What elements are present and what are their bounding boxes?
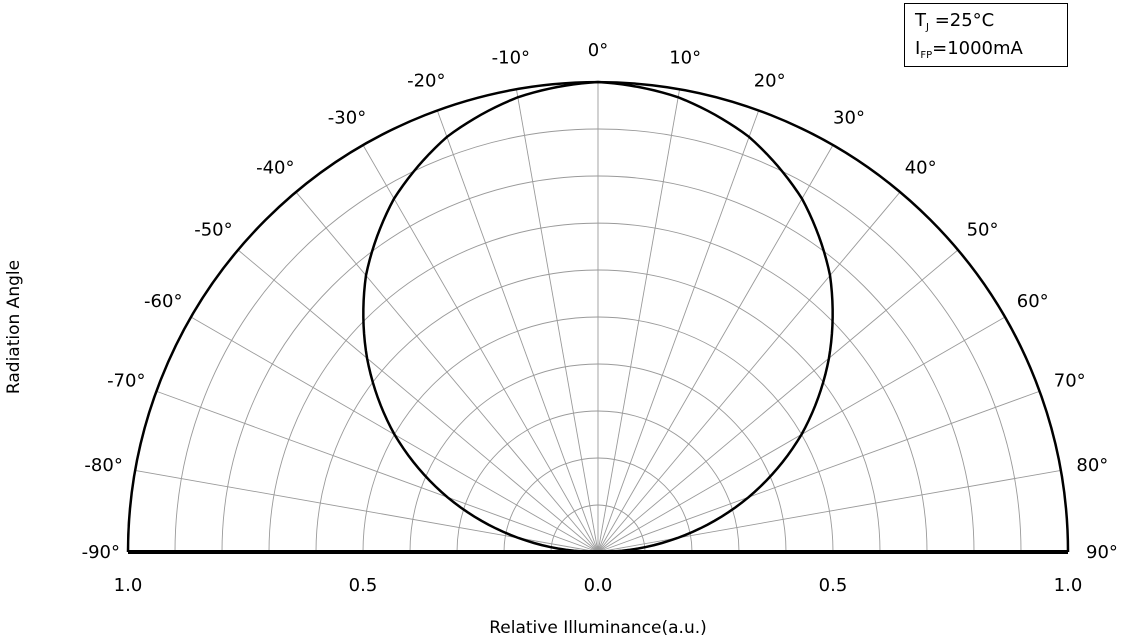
angle-tick-label: -10°	[492, 48, 530, 69]
angle-tick-label: -90°	[82, 542, 120, 563]
angle-tick-label: -40°	[256, 157, 294, 178]
angle-tick-label: -20°	[407, 70, 445, 91]
angle-tick-label: 70°	[1054, 370, 1086, 391]
forward-pulse-current-line: IFP=1000mA	[915, 38, 1023, 61]
tj-symbol: T	[915, 10, 926, 31]
angle-grid-line	[515, 89, 599, 553]
radiation-pattern-curve	[362, 80, 834, 554]
angle-grid-line	[597, 89, 681, 553]
angle-tick-label: 80°	[1076, 455, 1108, 476]
angle-tick-label: -80°	[84, 455, 122, 476]
angle-grid-line	[295, 191, 599, 553]
angle-tick-label: 0°	[588, 40, 608, 61]
angle-grid-line	[237, 249, 599, 553]
test-conditions-box: TJ =25°C IFP=1000mA	[904, 3, 1068, 67]
angle-tick-label: 10°	[669, 48, 701, 69]
radius-tick-label: 0.5	[819, 575, 848, 596]
ifp-subscript: FP	[920, 50, 933, 61]
angle-tick-label: 90°	[1086, 542, 1118, 563]
tj-value: =25°C	[934, 10, 995, 31]
angle-tick-label: 30°	[833, 107, 865, 128]
angle-grid-line	[135, 469, 599, 553]
angle-tick-label: 40°	[905, 157, 937, 178]
angle-tick-label: 50°	[967, 219, 999, 240]
angle-grid-line	[597, 249, 959, 553]
angle-tick-label: -50°	[194, 219, 232, 240]
ifp-value: =1000mA	[932, 38, 1023, 59]
angle-tick-label: -70°	[107, 370, 145, 391]
angle-tick-label: 20°	[754, 70, 786, 91]
angle-grid-line	[156, 390, 599, 553]
angle-grid-line	[597, 390, 1040, 553]
angle-grid-line	[436, 110, 599, 553]
angle-grid-line	[597, 110, 760, 553]
x-axis-label: Relative Illuminance(a.u.)	[489, 618, 707, 638]
angle-grid-line	[597, 144, 834, 553]
ifp-symbol: I	[915, 38, 921, 59]
angle-grid-line	[597, 191, 901, 553]
y-axis-label: Radiation Angle	[4, 259, 24, 395]
radius-tick-label: 0.5	[349, 575, 378, 596]
angle-tick-label: -30°	[328, 107, 366, 128]
junction-temperature-line: TJ =25°C	[915, 10, 994, 33]
angle-grid-line	[362, 144, 599, 553]
radius-tick-label: 0.0	[584, 575, 613, 596]
radius-tick-label: 1.0	[114, 575, 143, 596]
angle-tick-label: 60°	[1017, 291, 1049, 312]
tj-subscript: J	[926, 22, 929, 33]
angle-grid-line	[597, 469, 1061, 553]
radius-tick-label: 1.0	[1054, 575, 1083, 596]
angle-tick-label: -60°	[144, 291, 182, 312]
